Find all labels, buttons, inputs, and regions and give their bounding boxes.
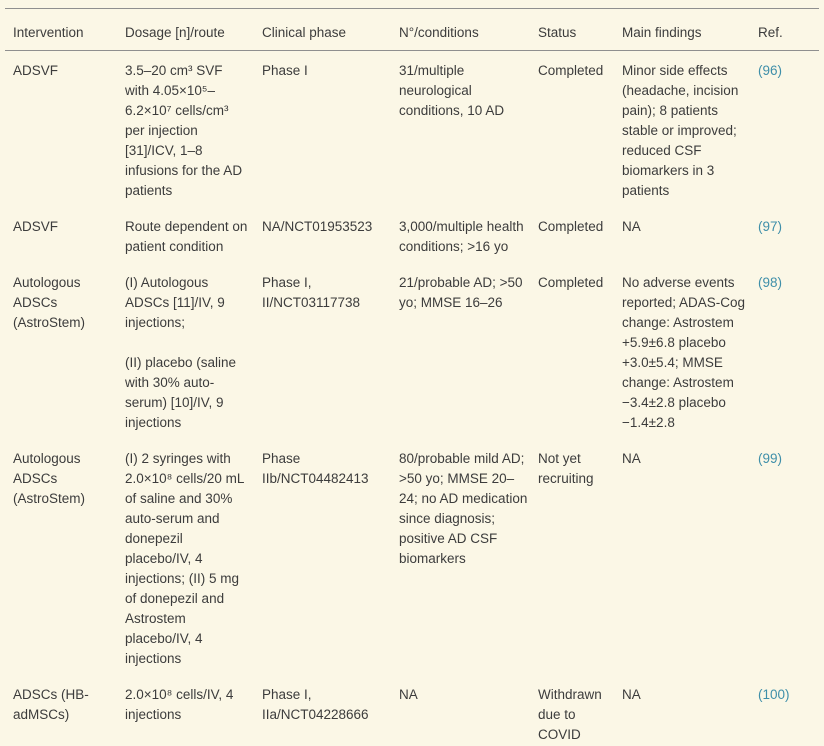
cell-findings: No adverse events reported; ADAS-Cog cha… <box>622 275 746 430</box>
cell-conditions: 21/probable AD; >50 yo; MMSE 16–26 <box>399 275 523 310</box>
cell-status: Completed <box>538 63 604 78</box>
cell-findings: Minor side effects (headache, incision p… <box>622 63 739 198</box>
table-row: ADSVF Route dependent on patient conditi… <box>13 217 819 273</box>
table-row: ADSCs (HB- adMSCs) 2.0×10⁸ cells/IV, 4 i… <box>13 685 819 746</box>
ref-citation-link[interactable]: (97) <box>758 219 783 234</box>
cell-intervention: ADSVF <box>13 219 59 234</box>
cell-clinical-phase: Phase I, II/NCT03117738 <box>262 275 361 310</box>
cell-findings: NA <box>622 219 641 234</box>
header-cell-dosage: Dosage [n]/route <box>125 25 225 40</box>
cell-conditions: 3,000/multiple health conditions; >16 yo <box>399 219 524 254</box>
cell-clinical-phase: NA/NCT01953523 <box>262 219 373 234</box>
ref-citation-link[interactable]: (98) <box>758 275 783 290</box>
cell-conditions: NA <box>399 687 418 702</box>
cell-dosage: (I) 2 syringes with 2.0×10⁸ cells/20 mL … <box>125 451 245 666</box>
cell-findings: NA <box>622 687 641 702</box>
cell-clinical-phase: Phase I, IIa/NCT04228666 <box>262 687 369 722</box>
table-header-row: Intervention Dosage [n]/route Clinical p… <box>5 9 819 51</box>
cell-intervention: ADSVF <box>13 63 59 78</box>
cell-dosage: 2.0×10⁸ cells/IV, 4 injections <box>125 687 234 722</box>
table-row: ADSVF 3.5–20 cm³ SVF with 4.05×10⁵– 6.2×… <box>13 51 819 217</box>
cell-clinical-phase: Phase IIb/NCT04482413 <box>262 451 369 486</box>
cell-status: Completed <box>538 219 604 234</box>
header-cell-ref: Ref. <box>758 25 783 40</box>
header-cell-findings: Main findings <box>622 25 702 40</box>
cell-intervention: ADSCs (HB- adMSCs) <box>13 687 89 722</box>
clinical-trials-table: Intervention Dosage [n]/route Clinical p… <box>5 8 819 746</box>
cell-dosage: 3.5–20 cm³ SVF with 4.05×10⁵– 6.2×10⁷ ce… <box>125 63 243 198</box>
cell-findings: NA <box>622 451 641 466</box>
cell-status: Completed <box>538 275 604 290</box>
cell-conditions: 80/probable mild AD; >50 yo; MMSE 20– 24… <box>399 451 528 566</box>
ref-citation-link[interactable]: (100) <box>758 687 790 702</box>
cell-status: Withdrawn due to COVID <box>538 687 602 742</box>
header-cell-clinical-phase: Clinical phase <box>262 25 347 40</box>
cell-intervention: Autologous ADSCs (AstroStem) <box>13 275 86 330</box>
cell-intervention: Autologous ADSCs (AstroStem) <box>13 451 86 506</box>
cell-dosage: Route dependent on patient condition <box>125 219 248 254</box>
table-row: Autologous ADSCs (AstroStem) (I) Autolog… <box>13 273 819 449</box>
header-cell-status: Status <box>538 25 577 40</box>
ref-citation-link[interactable]: (99) <box>758 451 783 466</box>
table-row: Autologous ADSCs (AstroStem) (I) 2 syrin… <box>13 449 819 685</box>
cell-conditions: 31/multiple neurological conditions, 10 … <box>399 63 505 118</box>
cell-status: Not yet recruiting <box>538 451 594 486</box>
ref-citation-link[interactable]: (96) <box>758 63 783 78</box>
header-cell-conditions: N°/conditions <box>399 25 479 40</box>
cell-clinical-phase: Phase I <box>262 63 308 78</box>
header-cell-intervention: Intervention <box>13 25 84 40</box>
cell-dosage: (I) Autologous ADSCs [11]/IV, 9 injectio… <box>125 275 237 430</box>
